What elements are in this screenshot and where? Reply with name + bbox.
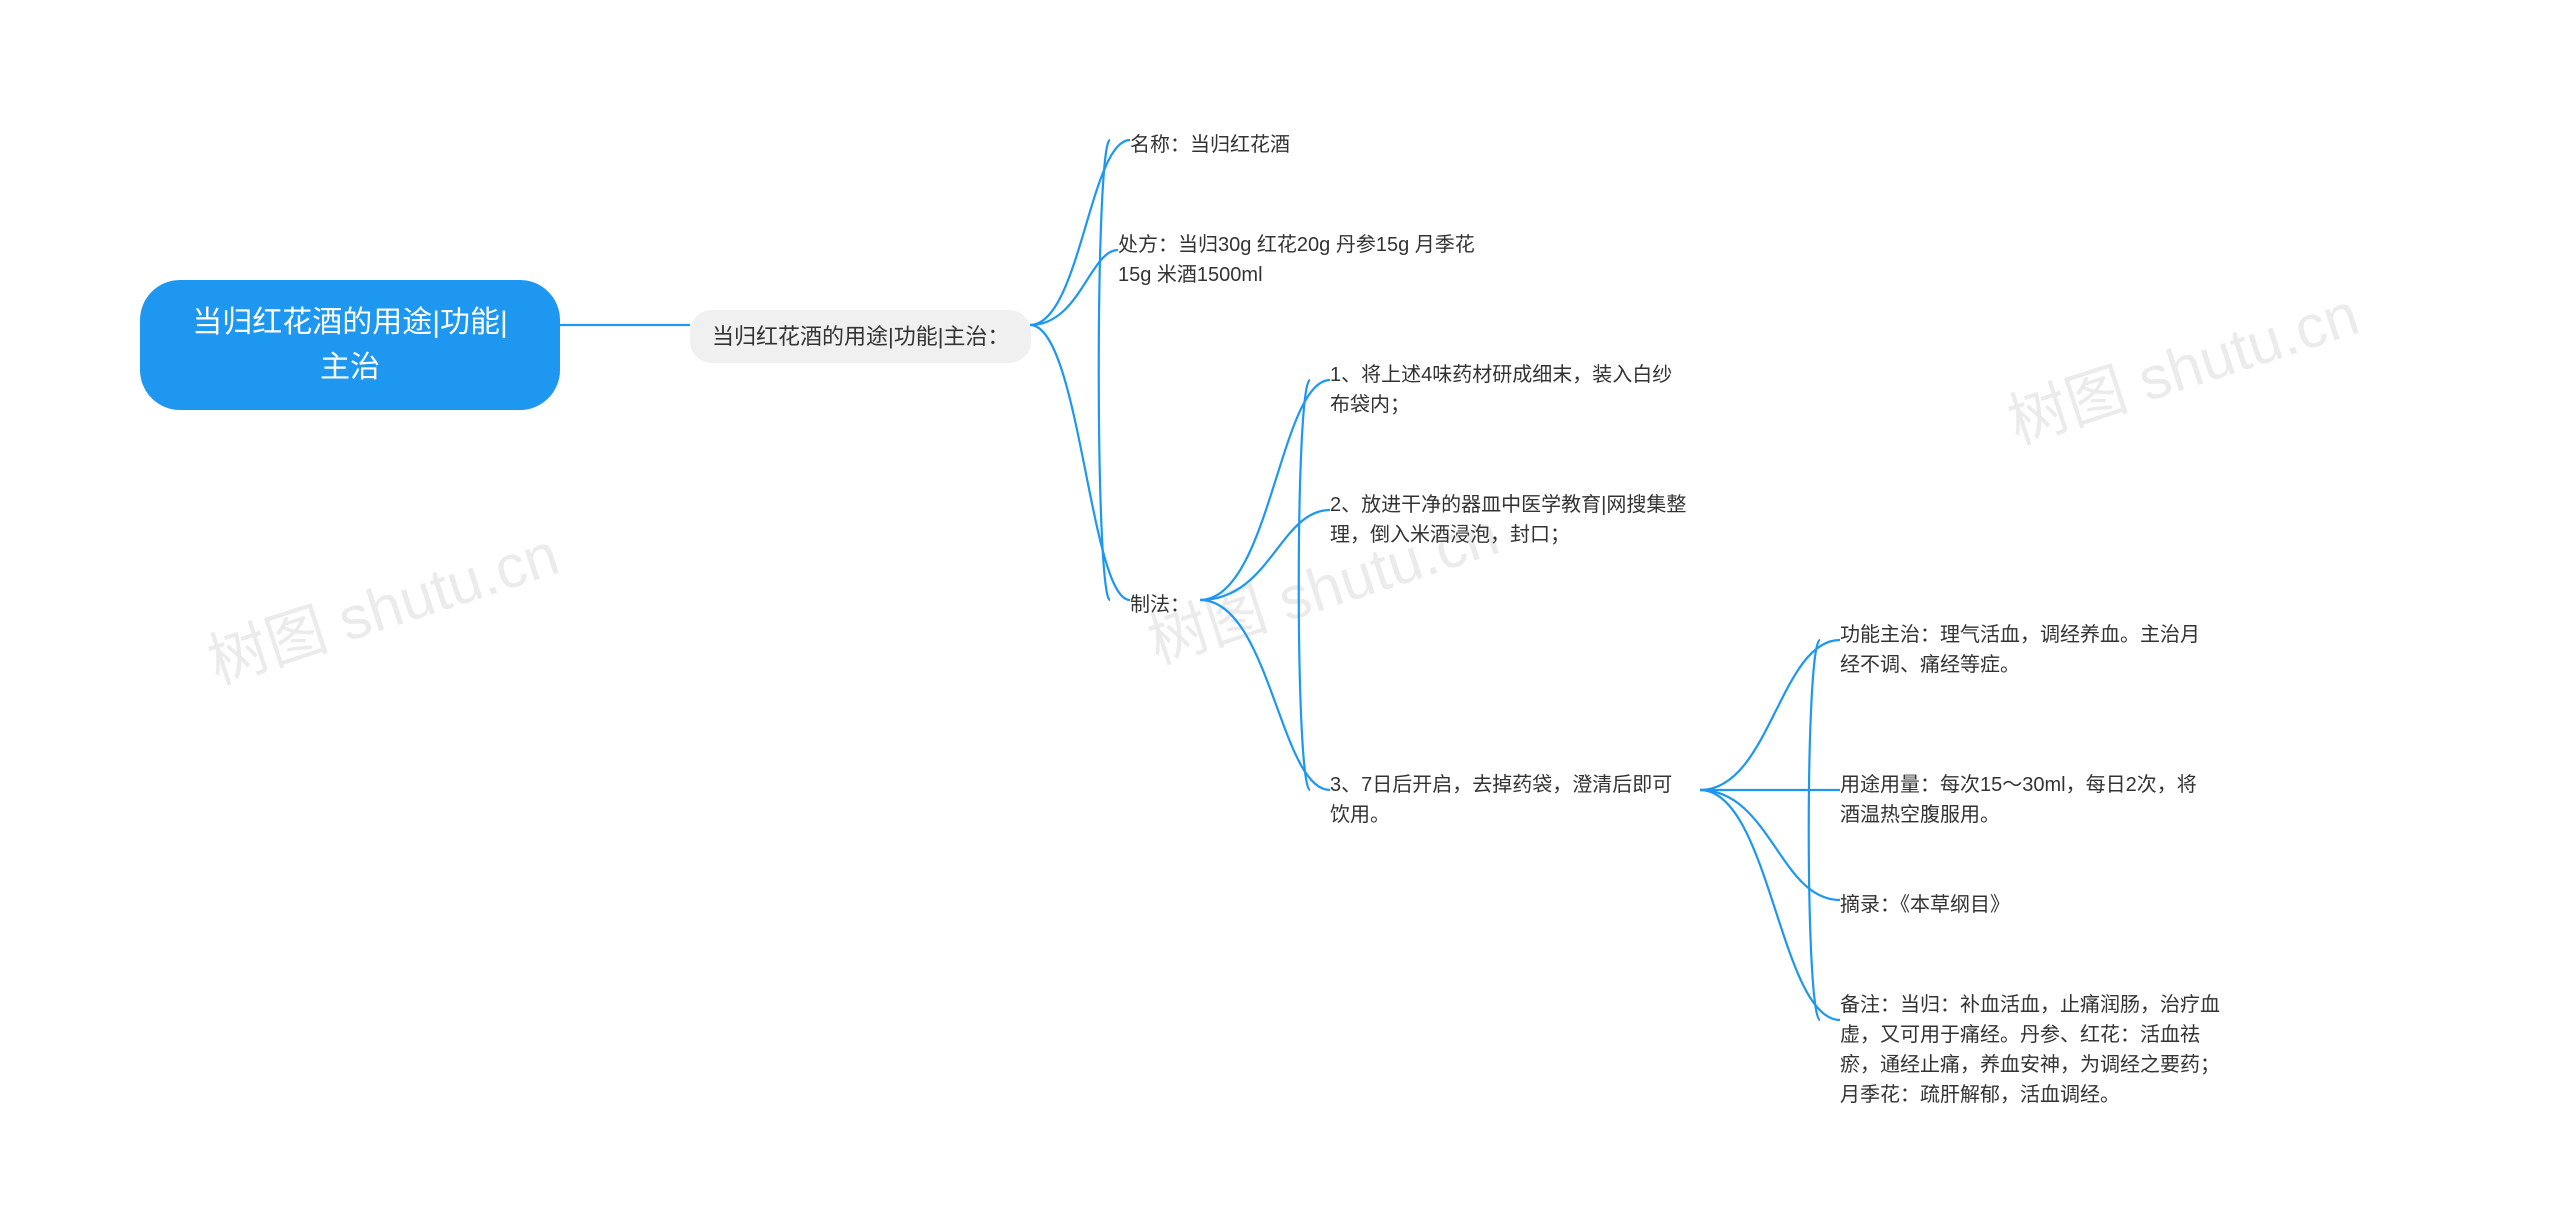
leaf-text: 摘录：《本草纲目》 <box>1840 894 2010 916</box>
leaf-func[interactable]: 功能主治：理气活血，调经养血。主治月经不调、痛经等症。 <box>1840 620 2200 680</box>
watermark: 树图 shutu.cn <box>195 506 568 701</box>
leaf-text: 功能主治：理气活血，调经养血。主治月经不调、痛经等症。 <box>1840 624 2200 676</box>
leaf-text: 处方：当归30g 红花20g 丹参15g 月季花15g 米酒1500ml <box>1118 234 1475 286</box>
leaf-rx[interactable]: 处方：当归30g 红花20g 丹参15g 月季花15g 米酒1500ml <box>1118 230 1478 290</box>
leaf-text: 3、7日后开启，去掉药袋，澄清后即可饮用。 <box>1330 774 1672 826</box>
leaf-text: 备注：当归：补血活血，止痛润肠，治疗血虚，又可用于痛经。丹参、红花：活血祛瘀，通… <box>1840 994 2220 1106</box>
root-node[interactable]: 当归红花酒的用途|功能|主治 <box>140 280 560 410</box>
leaf-method[interactable]: 制法： <box>1130 590 1190 620</box>
leaf-step3[interactable]: 3、7日后开启，去掉药袋，澄清后即可饮用。 <box>1330 770 1690 830</box>
leaf-name[interactable]: 名称：当归红花酒 <box>1130 130 1290 160</box>
leaf-step2[interactable]: 2、放进干净的器皿中医学教育|网搜集整理，倒入米酒浸泡，封口； <box>1330 490 1690 550</box>
leaf-text: 2、放进干净的器皿中医学教育|网搜集整理，倒入米酒浸泡，封口； <box>1330 494 1686 546</box>
level1-label: 当归红花酒的用途|功能|主治： <box>712 324 1009 349</box>
watermark: 树图 shutu.cn <box>1995 266 2368 461</box>
leaf-text: 名称：当归红花酒 <box>1130 134 1290 156</box>
level1-node[interactable]: 当归红花酒的用途|功能|主治： <box>690 310 1031 363</box>
leaf-dose[interactable]: 用途用量：每次15～30ml，每日2次，将酒温热空腹服用。 <box>1840 770 2200 830</box>
leaf-cite[interactable]: 摘录：《本草纲目》 <box>1840 890 2010 920</box>
leaf-note[interactable]: 备注：当归：补血活血，止痛润肠，治疗血虚，又可用于痛经。丹参、红花：活血祛瘀，通… <box>1840 990 2220 1110</box>
leaf-step1[interactable]: 1、将上述4味药材研成细末，装入白纱布袋内； <box>1330 360 1690 420</box>
leaf-text: 用途用量：每次15～30ml，每日2次，将酒温热空腹服用。 <box>1840 774 2197 826</box>
root-label: 当归红花酒的用途|功能|主治 <box>192 306 508 384</box>
leaf-text: 1、将上述4味药材研成细末，装入白纱布袋内； <box>1330 364 1672 416</box>
leaf-text: 制法： <box>1130 594 1190 616</box>
